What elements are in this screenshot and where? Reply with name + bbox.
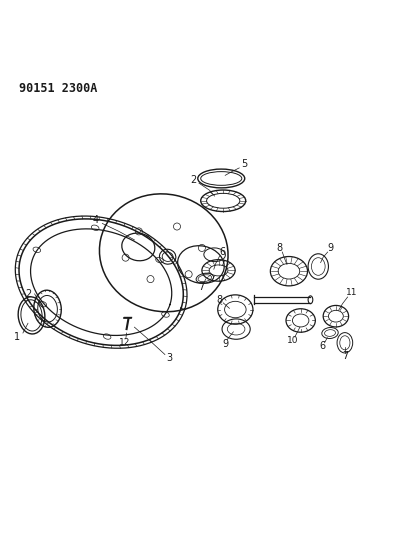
Text: 2: 2 <box>190 175 196 185</box>
Text: 12: 12 <box>119 338 130 348</box>
Text: 8: 8 <box>217 295 223 305</box>
Text: 7: 7 <box>342 351 349 361</box>
Text: 9: 9 <box>328 243 334 253</box>
Text: 6: 6 <box>219 247 225 256</box>
Text: 11: 11 <box>346 288 357 297</box>
Text: 1: 1 <box>14 332 20 342</box>
Text: 2: 2 <box>26 289 32 299</box>
Text: 7: 7 <box>198 282 204 292</box>
Text: 4: 4 <box>92 215 98 225</box>
Text: 10: 10 <box>287 336 299 345</box>
Text: 90151 2300A: 90151 2300A <box>19 82 97 95</box>
Text: 9: 9 <box>222 338 228 349</box>
Text: 5: 5 <box>241 159 247 168</box>
Text: 6: 6 <box>319 341 325 351</box>
Text: 8: 8 <box>276 243 282 253</box>
Text: 3: 3 <box>167 353 173 364</box>
